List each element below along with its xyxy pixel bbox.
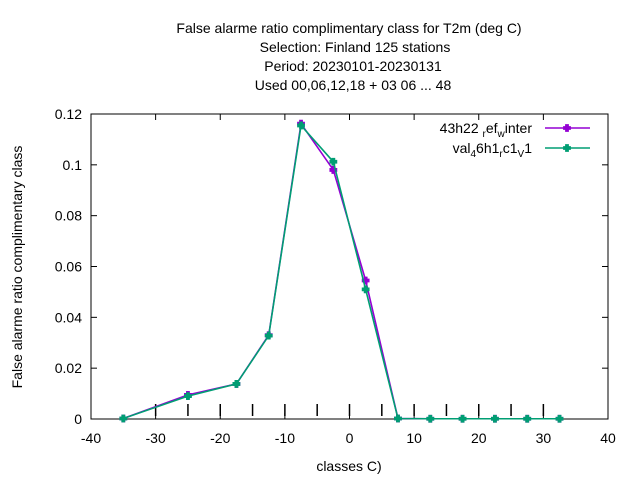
y-tick-label-5: 0.1 [63, 157, 83, 173]
title-line-1: False alarme ratio complimentary class f… [176, 20, 521, 36]
series-1-point-12 [555, 414, 564, 423]
x-axis-label: classes C) [316, 458, 381, 474]
x-tick-label-3: -10 [275, 430, 295, 446]
legend-label-0: 43h22 r​efw​inter [440, 120, 533, 140]
x-tick-label-4: 0 [346, 430, 354, 446]
series-1-point-4 [297, 121, 305, 130]
y-tick-label-4: 0.08 [55, 208, 82, 224]
series-0 [119, 119, 564, 423]
series-0-line [123, 121, 560, 420]
series-1-point-11 [523, 414, 532, 423]
series-1-point-6 [361, 285, 370, 294]
x-tick-label-6: 20 [471, 430, 487, 446]
series-1-point-2 [232, 380, 241, 388]
series-1-point-8 [426, 414, 435, 423]
y-tick-label-6: 0.12 [55, 106, 82, 122]
legend-marker-0 [563, 124, 571, 132]
series-1 [119, 121, 564, 423]
series-1-point-9 [458, 414, 467, 423]
x-tick-label-5: 10 [406, 430, 422, 446]
legend-label-1: val4​6h1r​c1V​1 [453, 140, 533, 160]
series-1-point-5 [329, 157, 338, 166]
series-0-point-5 [329, 166, 338, 174]
x-tick-label-1: -30 [146, 430, 166, 446]
x-tick-label-0: -40 [81, 430, 101, 446]
chart-title: False alarme ratio complimentary class f… [176, 20, 521, 93]
title-line-2: Selection: Finland 125 stations [260, 39, 451, 55]
series-1-line [123, 123, 560, 420]
y-tick-label-2: 0.04 [55, 309, 82, 325]
series-1-point-3 [264, 331, 273, 340]
x-tick-label-8: 40 [600, 430, 616, 446]
series-1-point-1 [184, 392, 192, 401]
series-layer [119, 119, 564, 423]
x-tick-label-7: 30 [536, 430, 552, 446]
y-tick-label-0: 0 [74, 411, 82, 427]
y-tick-label-3: 0.06 [55, 259, 82, 275]
series-1-point-10 [491, 414, 499, 423]
axes: -40 -30 -20 -10 0 10 20 30 40 0 0.02 0.04 0.06 0.08 0.… [55, 106, 616, 446]
series-1-point-0 [119, 414, 128, 423]
x-tick-label-2: -20 [210, 430, 230, 446]
title-line-3: Period: 20230101-20230131 [264, 58, 442, 74]
series-1-point-7 [394, 414, 402, 423]
y-tick-label-1: 0.02 [55, 360, 82, 376]
plot-frame [90, 113, 609, 420]
legend-marker-1 [563, 144, 571, 152]
y-axis-label: False alarme ratio complimentary class [9, 146, 25, 389]
title-line-4: Used 00,06,12,18 + 03 06 ... 48 [255, 77, 452, 93]
